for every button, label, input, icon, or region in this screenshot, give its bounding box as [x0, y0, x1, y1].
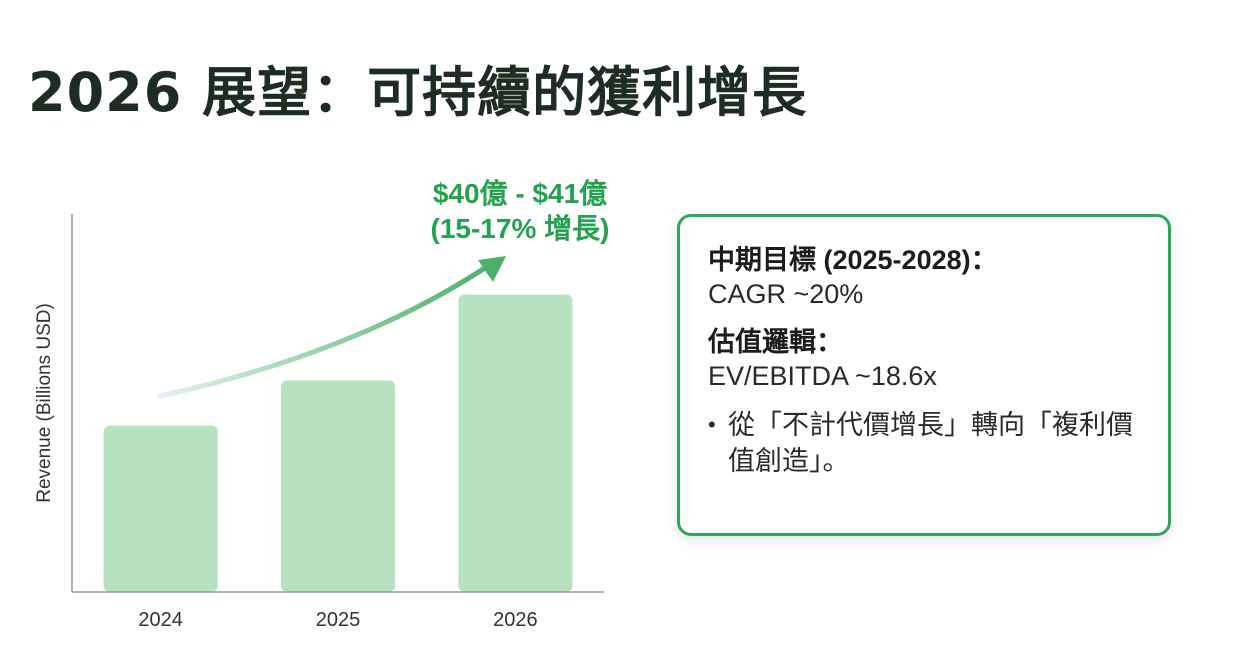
strategy-bullet: • 從「不計代價增長」轉向「複利價值創造」。	[708, 407, 1142, 479]
info-card: 中期目標 (2025-2028)： CAGR ~20% 估值邏輯： EV/EBI…	[677, 214, 1171, 536]
midterm-target-value: CAGR ~20%	[708, 279, 864, 309]
growth-arrow-curve	[157, 259, 497, 399]
x-tick-label-2024: 2024	[138, 609, 183, 631]
x-tick-label-2026: 2026	[493, 609, 538, 631]
midterm-target-heading: 中期目標 (2025-2028)：	[708, 245, 998, 275]
bar-2026	[458, 294, 573, 592]
annotation-range: $40億 - $41億	[433, 178, 607, 209]
revenue-bar-chart: Revenue (Billions USD) 2024 2025 2026 $40億…	[34, 178, 610, 631]
y-axis-label: Revenue (Billions USD)	[34, 303, 55, 503]
valuation-logic-value: EV/EBITDA ~18.6x	[708, 361, 937, 391]
bar-2024	[103, 425, 218, 592]
bar-2025	[281, 380, 395, 592]
bullet-icon: •	[708, 412, 716, 437]
x-tick-label-2025: 2025	[316, 609, 361, 631]
valuation-logic-heading: 估值邏輯：	[708, 327, 843, 357]
page-title: 2026 展望：可持續的獲利增長	[28, 61, 808, 124]
annotation-growth: (15-17% 增長)	[431, 213, 610, 244]
growth-arrow-head	[478, 256, 506, 282]
strategy-bullet-text: 從「不計代價增長」轉向「複利價值創造」。	[728, 410, 1133, 476]
